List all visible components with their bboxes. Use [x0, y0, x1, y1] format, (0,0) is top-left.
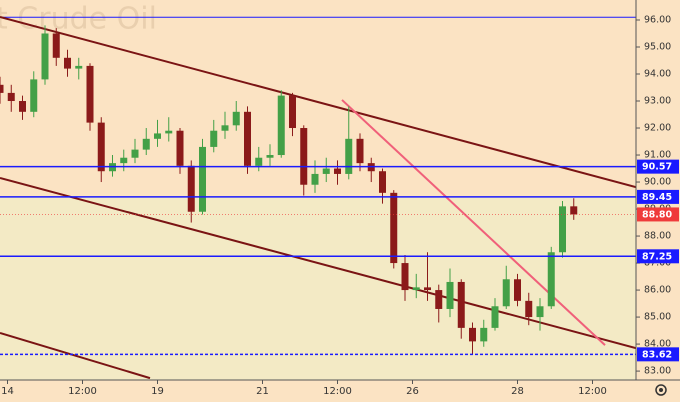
lower-zone: [0, 196, 636, 380]
trendline: [0, 16, 636, 189]
candle-body: [244, 111, 251, 166]
candle-body: [570, 206, 578, 215]
candle-body: [41, 33, 49, 80]
x-tick-label: 12:00: [323, 386, 352, 397]
level-tag: [637, 189, 679, 204]
candle-body: [131, 149, 139, 158]
candle-body: [491, 306, 499, 328]
level-tag-label: 87.25: [642, 251, 672, 262]
candle-body: [424, 287, 431, 291]
level-tag: [637, 159, 679, 174]
x-tick-label: 19: [151, 386, 164, 397]
candle-body: [277, 95, 285, 156]
candle-body: [289, 95, 296, 129]
candle-body: [525, 300, 533, 318]
candle-body: [120, 157, 128, 164]
gear-center[interactable]: [659, 388, 663, 392]
candle-body: [199, 146, 206, 212]
trendline: [0, 177, 636, 350]
candle-body: [334, 168, 341, 174]
candle-body: [0, 84, 4, 93]
level-tag-label: 83.62: [642, 349, 672, 360]
x-tick-label: 14: [1, 386, 14, 397]
x-tick-label: 12:00: [578, 386, 607, 397]
candle-body: [221, 125, 229, 131]
candle-body: [232, 111, 240, 126]
level-tag-label: 90.57: [642, 162, 672, 173]
candle-body: [154, 133, 161, 139]
candle-body: [547, 252, 555, 307]
candle-body: [255, 157, 263, 166]
candle-body: [142, 138, 150, 150]
candle-body: [401, 263, 409, 291]
settings-icon[interactable]: [655, 384, 667, 396]
y-tick-label: 86.00: [644, 285, 671, 296]
candle-body: [379, 171, 386, 193]
candle-body: [536, 306, 544, 318]
watermark-title: t Crude Oil: [0, 2, 157, 37]
candle-body: [64, 57, 71, 69]
y-tick-label: 91.00: [644, 150, 671, 161]
candle-body: [457, 281, 465, 328]
level-tag: [637, 249, 679, 264]
x-tick-label: 21: [256, 386, 269, 397]
y-tick-label: 84.00: [644, 339, 671, 350]
candle-body: [176, 130, 184, 166]
candle-body: [446, 281, 454, 309]
candle-body: [480, 327, 488, 342]
candle-body: [559, 206, 566, 253]
trendline: [0, 332, 151, 380]
level-tag-label: 89.45: [642, 192, 672, 203]
candle-body: [187, 165, 195, 212]
candle-body: [435, 290, 443, 309]
candle-body: [266, 155, 274, 158]
candle-body: [356, 138, 364, 164]
candle-body: [311, 173, 319, 185]
candle-body: [30, 79, 38, 112]
level-tag: [637, 347, 679, 362]
candle-body: [300, 128, 308, 185]
y-tick-label: 96.00: [644, 14, 671, 25]
candle-body: [7, 92, 15, 102]
candle-body: [19, 101, 26, 112]
candle-body: [514, 279, 521, 301]
y-tick-label: 94.00: [644, 69, 671, 80]
last-price-label: 88.80: [642, 209, 672, 220]
candle-body: [75, 65, 83, 69]
candle-body: [165, 130, 173, 134]
y-tick-label: 92.00: [644, 123, 671, 134]
candle-body: [390, 192, 398, 264]
candle-body: [502, 279, 510, 307]
candle-body: [86, 65, 94, 123]
trendline: [341, 99, 606, 346]
x-tick-label: 28: [511, 386, 524, 397]
candle-body: [469, 327, 476, 342]
candle-body: [210, 130, 218, 147]
candle-body: [322, 168, 330, 174]
x-tick-label: 12:00: [68, 386, 97, 397]
y-tick-label: 85.00: [644, 312, 671, 323]
candle-body: [97, 122, 105, 172]
y-tick-label: 93.00: [644, 96, 671, 107]
plot-area: t Crude Oil: [0, 2, 636, 380]
last-price-tag: [637, 207, 679, 222]
candle-body: [412, 287, 420, 291]
x-tick-label: 26: [406, 386, 419, 397]
gear[interactable]: [655, 384, 667, 396]
y-tick-label: 83.00: [644, 366, 671, 377]
candle-body: [52, 33, 60, 58]
y-tick-label: 90.00: [644, 177, 671, 188]
candle-body: [345, 138, 353, 174]
y-tick-label: 88.00: [644, 231, 671, 242]
y-tick-label: 95.00: [644, 41, 671, 52]
